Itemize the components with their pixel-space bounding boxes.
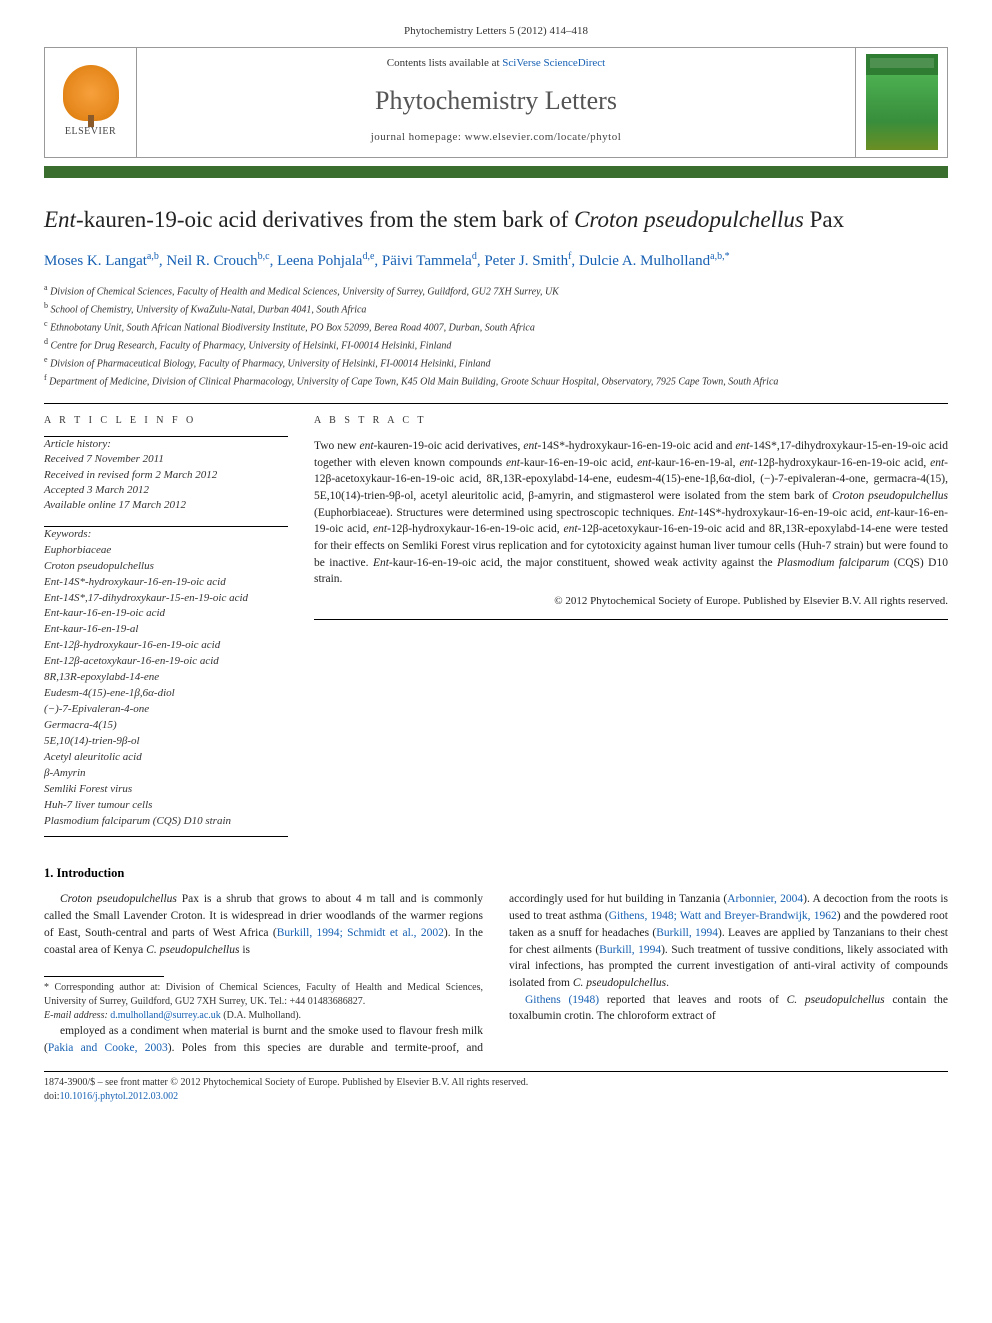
journal-cover-thumbnail	[866, 54, 938, 150]
affiliation-line: c Ethnobotany Unit, South African Nation…	[44, 318, 948, 336]
intro-para-3: Githens (1948) reported that leaves and …	[509, 992, 948, 1025]
accent-bar	[44, 166, 948, 178]
keyword-item: 8R,13R-epoxylabd-14-ene	[44, 670, 288, 686]
publisher-logo-cell: ELSEVIER	[45, 48, 137, 157]
history-item: Received in revised form 2 March 2012	[44, 468, 288, 483]
affiliation-line: b School of Chemistry, University of Kwa…	[44, 300, 948, 318]
affiliation-line: a Division of Chemical Sciences, Faculty…	[44, 282, 948, 300]
keywords-label: Keywords:	[44, 527, 288, 543]
title-post: Pax	[804, 207, 844, 232]
history-item: Available online 17 March 2012	[44, 498, 288, 513]
corresponding-email[interactable]: d.mulholland@surrey.ac.uk	[110, 1010, 220, 1021]
abstract-text: Two new ent-kauren-19-oic acid derivativ…	[314, 438, 948, 588]
doi-line: doi:10.1016/j.phytol.2012.03.002	[44, 1090, 948, 1104]
article-info-column: A R T I C L E I N F O Article history: R…	[44, 404, 288, 836]
sciencedirect-link[interactable]: SciVerse ScienceDirect	[502, 57, 605, 69]
intro-para-1: Croton pseudopulchellus Pax is a shrub t…	[44, 891, 483, 958]
title-mid: -kauren-19-oic acid derivatives from the…	[76, 207, 574, 232]
contents-prefix: Contents lists available at	[387, 57, 502, 69]
keyword-item: Acetyl aleuritolic acid	[44, 750, 288, 766]
keyword-item: Euphorbiaceae	[44, 543, 288, 559]
journal-title: Phytochemistry Letters	[149, 83, 843, 118]
email-suffix: (D.A. Mulholland).	[223, 1010, 301, 1021]
affiliation-line: f Department of Medicine, Division of Cl…	[44, 372, 948, 390]
keyword-item: Ent-14S*-hydroxykaur-16-en-19-oic acid	[44, 575, 288, 591]
keyword-item: Ent-kaur-16-en-19-al	[44, 622, 288, 638]
journal-header-mid: Contents lists available at SciVerse Sci…	[137, 48, 855, 157]
elsevier-tree-icon	[63, 65, 119, 121]
affiliation-line: e Division of Pharmaceutical Biology, Fa…	[44, 354, 948, 372]
keyword-item: Ent-12β-hydroxykaur-16-en-19-oic acid	[44, 638, 288, 654]
abstract-column: A B S T R A C T Two new ent-kauren-19-oi…	[314, 404, 948, 836]
keyword-item: β-Amyrin	[44, 766, 288, 782]
abstract-label: A B S T R A C T	[314, 414, 948, 428]
body-two-column: Croton pseudopulchellus Pax is a shrub t…	[44, 891, 948, 1056]
footer-rule	[44, 1071, 948, 1072]
corresponding-author-note: * Corresponding author at: Division of C…	[44, 981, 483, 1009]
keyword-item: (−)-7-Epivaleran-4-one	[44, 702, 288, 718]
abstract-copyright: © 2012 Phytochemical Society of Europe. …	[314, 594, 948, 609]
homepage-url[interactable]: www.elsevier.com/locate/phytol	[465, 131, 622, 143]
footnotes: * Corresponding author at: Division of C…	[44, 981, 483, 1023]
email-line: E-mail address: d.mulholland@surrey.ac.u…	[44, 1009, 483, 1023]
author-list: Moses K. Langata,b, Neil R. Crouchb,c, L…	[44, 250, 948, 272]
footer-text: 1874-3900/$ – see front matter © 2012 Ph…	[44, 1076, 948, 1104]
keyword-item: Huh-7 liver tumour cells	[44, 798, 288, 814]
contents-available-line: Contents lists available at SciVerse Sci…	[149, 56, 843, 71]
keywords-block: Keywords: EuphorbiaceaeCroton pseudopulc…	[44, 527, 288, 830]
article-title: Ent-kauren-19-oic acid derivatives from …	[44, 206, 948, 235]
keyword-item: Ent-kaur-16-en-19-oic acid	[44, 606, 288, 622]
email-label: E-mail address:	[44, 1010, 108, 1021]
homepage-prefix: journal homepage:	[371, 131, 465, 143]
article-info-label: A R T I C L E I N F O	[44, 414, 288, 428]
journal-cover-cell	[855, 48, 947, 157]
journal-homepage-line: journal homepage: www.elsevier.com/locat…	[149, 130, 843, 145]
doi-link[interactable]: 10.1016/j.phytol.2012.03.002	[60, 1091, 179, 1102]
abstract-rule	[314, 619, 948, 620]
section-heading-introduction: 1. Introduction	[44, 865, 948, 882]
journal-reference: Phytochemistry Letters 5 (2012) 414–418	[44, 24, 948, 39]
info-rule-3	[44, 836, 288, 837]
keyword-item: Ent-14S*,17-dihydroxykaur-15-en-19-oic a…	[44, 591, 288, 607]
keyword-item: Croton pseudopulchellus	[44, 559, 288, 575]
keyword-item: Ent-12β-acetoxykaur-16-en-19-oic acid	[44, 654, 288, 670]
title-ital-1: Ent	[44, 207, 76, 232]
issn-copyright-line: 1874-3900/$ – see front matter © 2012 Ph…	[44, 1076, 948, 1090]
affiliation-line: d Centre for Drug Research, Faculty of P…	[44, 336, 948, 354]
elsevier-label: ELSEVIER	[65, 125, 116, 139]
keyword-item: Plasmodium falciparum (CQS) D10 strain	[44, 814, 288, 830]
journal-header-box: ELSEVIER Contents lists available at Sci…	[44, 47, 948, 158]
article-history: Article history: Received 7 November 201…	[44, 437, 288, 514]
keyword-item: Semliki Forest virus	[44, 782, 288, 798]
affiliations: a Division of Chemical Sciences, Faculty…	[44, 282, 948, 389]
history-item: Accepted 3 March 2012	[44, 483, 288, 498]
keyword-item: Germacra-4(15)	[44, 718, 288, 734]
footnote-rule	[44, 976, 164, 977]
title-ital-2: Croton pseudopulchellus	[574, 207, 804, 232]
doi-prefix: doi:	[44, 1091, 60, 1102]
keyword-item: Eudesm-4(15)-ene-1β,6α-diol	[44, 686, 288, 702]
history-item: Received 7 November 2011	[44, 452, 288, 467]
history-label: Article history:	[44, 437, 288, 452]
keyword-item: 5E,10(14)-trien-9β-ol	[44, 734, 288, 750]
